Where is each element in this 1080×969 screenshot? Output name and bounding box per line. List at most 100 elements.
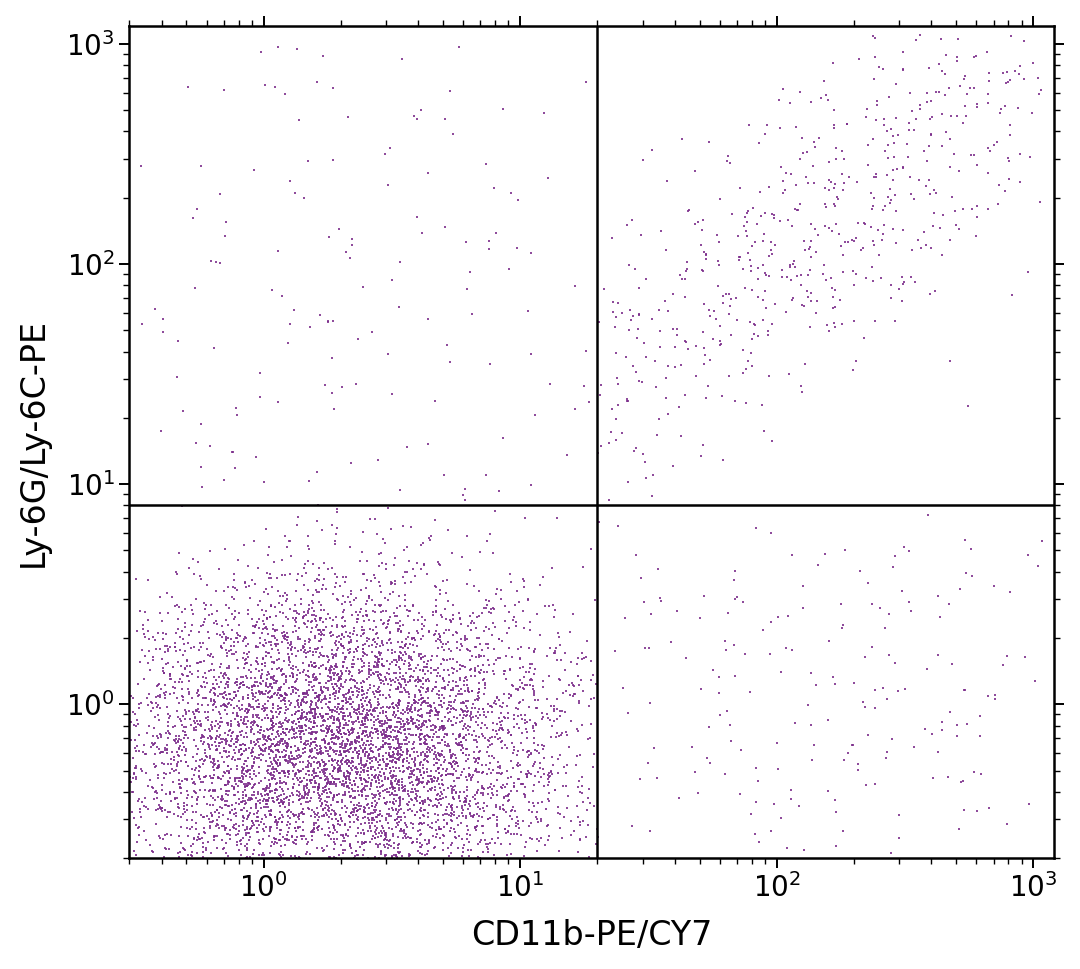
Point — [194, 617, 212, 633]
Point — [297, 695, 314, 710]
Point — [417, 672, 434, 687]
Point — [365, 666, 382, 681]
Point — [205, 676, 222, 692]
Point — [260, 787, 278, 802]
Point — [397, 730, 415, 745]
Point — [446, 747, 463, 763]
Point — [249, 718, 267, 734]
Point — [278, 686, 295, 702]
Point — [286, 738, 303, 754]
Point — [127, 738, 145, 754]
Point — [401, 756, 418, 771]
Point — [360, 810, 377, 826]
Point — [566, 678, 583, 694]
Point — [387, 780, 404, 796]
Point — [355, 804, 373, 820]
Point — [235, 631, 253, 646]
Point — [834, 824, 851, 839]
Point — [550, 625, 567, 641]
Point — [334, 795, 351, 810]
Point — [310, 693, 327, 708]
Point — [335, 603, 352, 618]
Point — [355, 735, 373, 750]
Point — [214, 731, 231, 746]
Point — [307, 706, 324, 722]
Point — [473, 809, 490, 825]
Point — [330, 764, 348, 779]
Point — [208, 758, 226, 773]
Point — [449, 737, 467, 753]
Point — [488, 716, 505, 732]
Point — [229, 837, 246, 853]
Point — [393, 777, 410, 793]
Point — [320, 668, 337, 683]
Point — [410, 713, 428, 729]
Point — [467, 819, 484, 834]
Point — [634, 152, 651, 168]
Point — [325, 803, 342, 819]
Point — [399, 714, 416, 730]
Point — [245, 763, 262, 778]
Point — [203, 814, 220, 829]
Point — [444, 673, 461, 689]
Point — [423, 742, 441, 758]
Point — [496, 789, 513, 804]
Point — [248, 673, 266, 689]
Point — [205, 829, 222, 845]
Point — [215, 670, 232, 685]
Point — [296, 695, 313, 710]
Point — [310, 691, 327, 706]
Point — [993, 102, 1010, 117]
Point — [390, 761, 407, 776]
Point — [122, 715, 139, 731]
Point — [573, 785, 591, 800]
Point — [392, 705, 409, 721]
Point — [374, 705, 391, 721]
Point — [226, 735, 243, 751]
Point — [376, 766, 393, 782]
Point — [172, 810, 189, 826]
Point — [286, 821, 303, 836]
Point — [374, 726, 391, 741]
Point — [239, 688, 256, 703]
Point — [972, 766, 989, 782]
Point — [510, 771, 527, 787]
Point — [508, 818, 525, 833]
Point — [137, 798, 154, 814]
Point — [393, 51, 410, 67]
Point — [495, 430, 512, 446]
Point — [901, 115, 918, 131]
Point — [221, 713, 239, 729]
Point — [437, 585, 455, 601]
Point — [755, 233, 772, 248]
Point — [693, 223, 711, 238]
Point — [302, 698, 320, 713]
Point — [174, 631, 191, 646]
Point — [633, 374, 650, 390]
Point — [894, 62, 912, 78]
Point — [245, 779, 262, 795]
Point — [262, 790, 280, 805]
Point — [336, 830, 353, 846]
Point — [380, 801, 397, 817]
Point — [280, 797, 297, 813]
Point — [410, 605, 428, 620]
Point — [391, 793, 408, 808]
Point — [437, 637, 455, 652]
Point — [464, 790, 482, 805]
Point — [341, 625, 359, 641]
Point — [465, 750, 483, 766]
Point — [783, 293, 800, 308]
Point — [329, 795, 347, 810]
Point — [734, 364, 752, 380]
Point — [313, 733, 330, 748]
Point — [858, 109, 875, 125]
Point — [244, 718, 261, 734]
Point — [431, 722, 448, 737]
Point — [313, 522, 330, 538]
Point — [377, 704, 394, 720]
Point — [259, 759, 276, 774]
Point — [426, 773, 443, 789]
Point — [345, 684, 362, 700]
Point — [372, 705, 389, 721]
